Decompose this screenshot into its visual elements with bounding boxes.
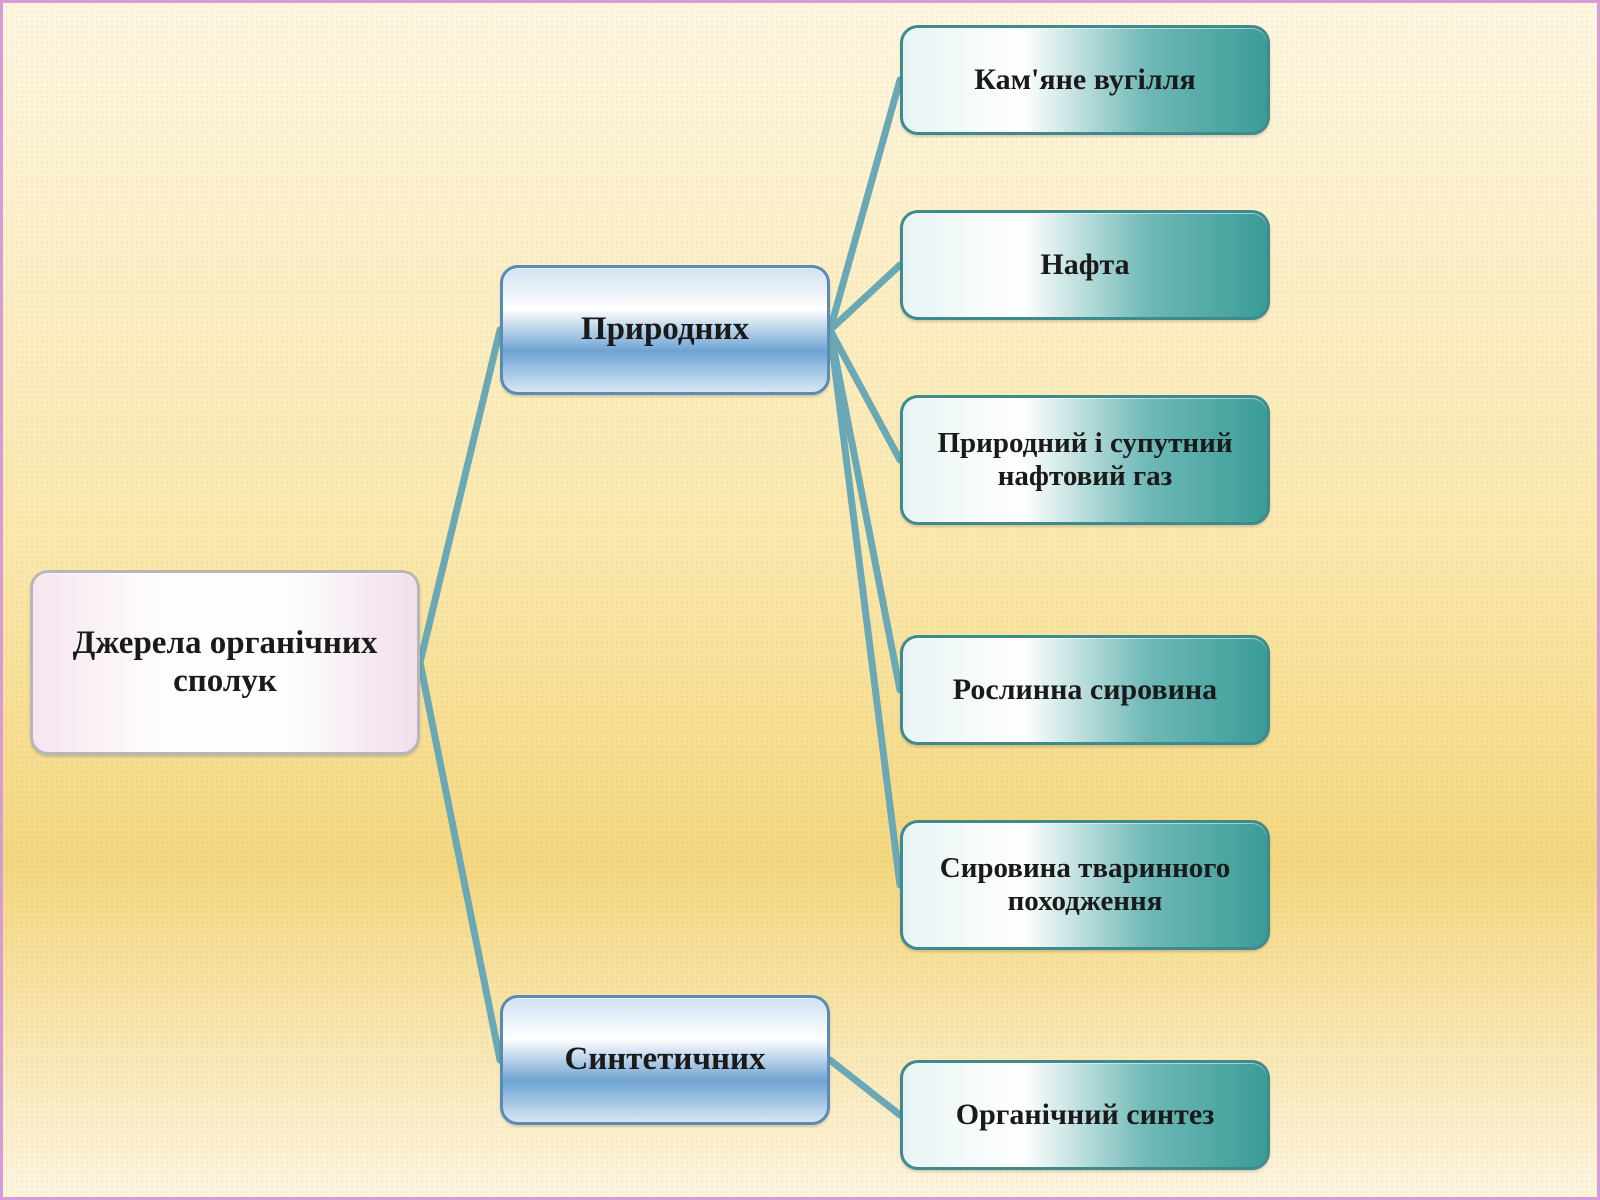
diagram-frame: Джерела органічних сполук Природних Синтет… bbox=[0, 0, 1600, 1200]
node-label: Сировина тваринного походження bbox=[919, 852, 1251, 919]
node-gas: Природний і супутний нафтовий газ bbox=[900, 395, 1270, 525]
node-label: Природних bbox=[581, 311, 749, 349]
node-coal: Кам'яне вугілля bbox=[900, 25, 1270, 135]
node-label: Джерела органічних сполук bbox=[49, 625, 401, 701]
node-root: Джерела органічних сполук bbox=[30, 570, 420, 755]
node-label: Рослинна сировина bbox=[953, 673, 1217, 708]
node-plant: Рослинна сировина bbox=[900, 635, 1270, 745]
node-label: Синтетичних bbox=[564, 1041, 765, 1079]
node-animal: Сировина тваринного походження bbox=[900, 820, 1270, 950]
node-synthetic: Синтетичних bbox=[500, 995, 830, 1125]
node-label: Кам'яне вугілля bbox=[974, 63, 1195, 98]
node-label: Органічний синтез bbox=[956, 1098, 1215, 1133]
node-oil: Нафта bbox=[900, 210, 1270, 320]
node-natural: Природних bbox=[500, 265, 830, 395]
node-org_synth: Органічний синтез bbox=[900, 1060, 1270, 1170]
node-label: Нафта bbox=[1040, 248, 1129, 283]
node-label: Природний і супутний нафтовий газ bbox=[919, 427, 1251, 494]
